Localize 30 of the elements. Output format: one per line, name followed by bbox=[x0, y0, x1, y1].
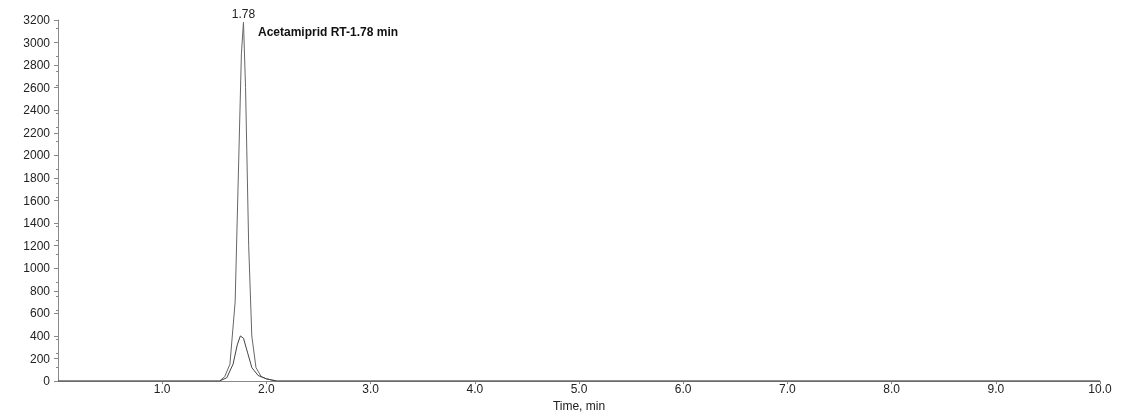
x-tick-label: 2.0 bbox=[258, 382, 276, 397]
annotation: 1.78 bbox=[231, 7, 256, 22]
y-tick-label: 1400 bbox=[23, 216, 51, 231]
x-tick-label: 3.0 bbox=[362, 382, 380, 397]
y-tick-label: 2400 bbox=[23, 103, 51, 118]
y-tick-label: 1600 bbox=[23, 193, 51, 208]
y-tick-label: 2600 bbox=[23, 80, 51, 95]
y-tick-label: 2000 bbox=[23, 148, 51, 163]
y-tick-label: 3200 bbox=[23, 13, 51, 27]
x-tick-label: 6.0 bbox=[674, 382, 692, 397]
y-tick-label: 1800 bbox=[23, 170, 51, 185]
y-tick-label: 2800 bbox=[23, 58, 51, 73]
y-tick-label: 1000 bbox=[23, 261, 51, 276]
y-tick-label: 800 bbox=[29, 283, 51, 298]
annotation: Acetamiprid RT-1.78 min bbox=[258, 25, 399, 39]
y-tick-label: 2200 bbox=[23, 125, 51, 140]
x-tick-label: 4.0 bbox=[466, 382, 484, 397]
x-tick-label: 5.0 bbox=[570, 382, 588, 397]
y-tick-label: 3000 bbox=[23, 35, 51, 50]
x-tick-label: 1.0 bbox=[153, 382, 171, 397]
y-tick-label: 1200 bbox=[23, 238, 51, 253]
y-tick-label: 400 bbox=[29, 328, 51, 343]
y-tick-label: 200 bbox=[29, 351, 51, 366]
x-tick-label: 10.0 bbox=[1088, 382, 1112, 397]
y-tick-label: 600 bbox=[29, 306, 51, 321]
x-tick-label: 9.0 bbox=[987, 382, 1005, 397]
x-tick-label: 7.0 bbox=[779, 382, 797, 397]
y-tick-label: 0 bbox=[43, 374, 51, 389]
x-axis-title: Time, min bbox=[552, 399, 606, 413]
x-tick-label: 8.0 bbox=[883, 382, 901, 397]
